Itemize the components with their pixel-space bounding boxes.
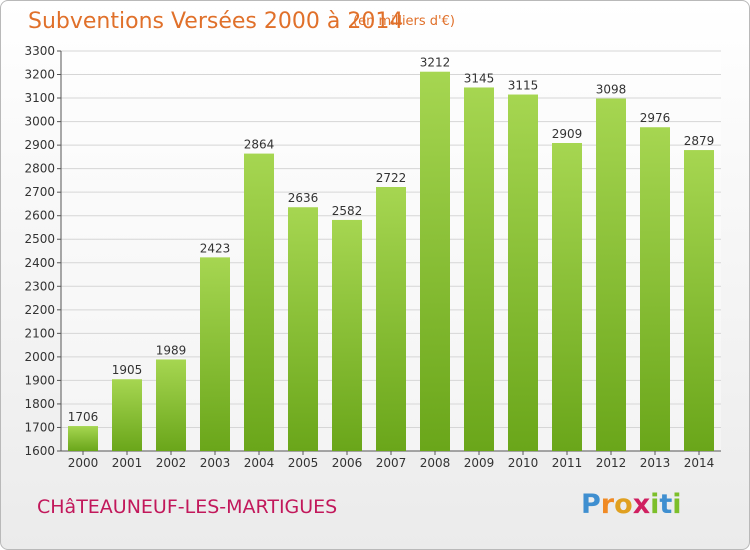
data-label: 1706	[68, 410, 99, 424]
y-tick-label: 2900	[24, 138, 55, 152]
logo-letter: x	[632, 489, 651, 520]
y-tick-label: 3200	[24, 68, 55, 82]
x-tick-label: 2009	[464, 456, 495, 470]
x-tick-label: 2011	[552, 456, 583, 470]
data-label: 2636	[288, 191, 319, 205]
x-tick-label: 2005	[288, 456, 319, 470]
bar	[112, 379, 142, 451]
y-tick-label: 3000	[24, 115, 55, 129]
logo-letter: o	[614, 489, 633, 520]
bar	[68, 426, 98, 451]
y-tick-label: 2800	[24, 162, 55, 176]
city-name: CHâTEAUNEUF-LES-MARTIGUES	[37, 496, 338, 518]
logo-letter: i	[650, 489, 660, 520]
bar	[200, 257, 230, 451]
bar	[288, 207, 318, 451]
data-label: 2976	[640, 111, 671, 125]
data-label: 3115	[508, 79, 539, 93]
data-label: 2864	[244, 138, 275, 152]
data-label: 2909	[552, 127, 583, 141]
bar	[508, 94, 538, 451]
x-tick-label: 2000	[68, 456, 99, 470]
bar	[420, 71, 450, 452]
bar	[376, 187, 406, 451]
y-tick-label: 2400	[24, 256, 55, 270]
y-tick-label: 1900	[24, 373, 55, 387]
x-tick-label: 2006	[332, 456, 363, 470]
bar	[244, 153, 274, 451]
y-tick-label: 2600	[24, 209, 55, 223]
bar	[464, 87, 494, 452]
y-tick-label: 2100	[24, 326, 55, 340]
x-tick-label: 2010	[508, 456, 539, 470]
data-label: 2423	[200, 241, 231, 255]
data-label: 2879	[684, 134, 715, 148]
bar	[156, 359, 186, 451]
y-tick-label: 1800	[24, 397, 55, 411]
x-tick-label: 2014	[684, 456, 715, 470]
y-tick-label: 2700	[24, 185, 55, 199]
data-label: 3145	[464, 71, 495, 85]
bar	[596, 98, 626, 451]
y-tick-label: 2300	[24, 279, 55, 293]
unit-note: (en milliers d'€)	[353, 14, 455, 29]
x-tick-label: 2002	[156, 456, 187, 470]
y-tick-label: 1700	[24, 420, 55, 434]
data-label: 3098	[596, 83, 627, 97]
bar	[684, 150, 714, 451]
logo-letter: P	[581, 489, 601, 520]
x-tick-label: 2012	[596, 456, 627, 470]
bar	[552, 143, 582, 451]
bar	[332, 219, 362, 451]
data-label: 1905	[112, 363, 143, 377]
data-label: 2582	[332, 204, 363, 218]
x-tick-label: 2001	[112, 456, 143, 470]
data-label: 3212	[420, 56, 451, 70]
y-tick-label: 1600	[24, 444, 55, 458]
x-tick-label: 2007	[376, 456, 407, 470]
data-label: 2722	[376, 171, 407, 185]
x-tick-label: 2004	[244, 456, 275, 470]
logo-letter: i	[672, 489, 682, 520]
x-tick-label: 2003	[200, 456, 231, 470]
y-tick-label: 2200	[24, 303, 55, 317]
proxiti-logo: Proxiti	[581, 489, 682, 520]
logo-letter: t	[659, 489, 673, 520]
chart-title: Subventions Versées 2000 à 2014	[28, 9, 404, 34]
bar	[640, 127, 670, 451]
logo-letter: r	[600, 489, 615, 520]
x-tick-label: 2013	[640, 456, 671, 470]
y-tick-label: 2000	[24, 350, 55, 364]
y-tick-label: 3100	[24, 91, 55, 105]
x-tick-label: 2008	[420, 456, 451, 470]
data-label: 1989	[156, 343, 187, 357]
y-tick-label: 2500	[24, 232, 55, 246]
y-tick-label: 3300	[24, 44, 55, 58]
